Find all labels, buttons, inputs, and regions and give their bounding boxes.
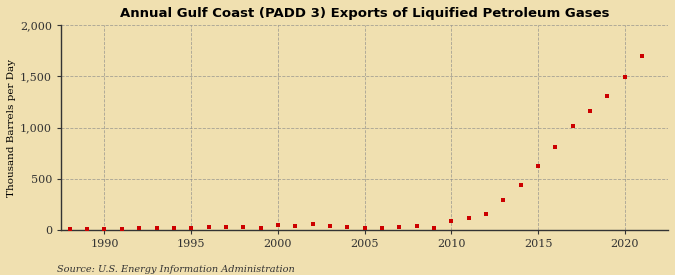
Point [498, 197, 509, 202]
Point [411, 224, 422, 228]
Point [585, 108, 595, 113]
Point [515, 183, 526, 187]
Point [342, 224, 352, 229]
Point [99, 226, 110, 231]
Point [533, 164, 543, 168]
Point [394, 225, 405, 229]
Point [446, 218, 457, 223]
Title: Annual Gulf Coast (PADD 3) Exports of Liquified Petroleum Gases: Annual Gulf Coast (PADD 3) Exports of Li… [120, 7, 610, 20]
Point [116, 227, 127, 231]
Point [221, 224, 232, 229]
Point [169, 226, 180, 230]
Y-axis label: Thousand Barrels per Day: Thousand Barrels per Day [7, 59, 16, 197]
Point [307, 222, 318, 226]
Point [134, 226, 144, 230]
Point [82, 227, 92, 231]
Text: Source: U.S. Energy Information Administration: Source: U.S. Energy Information Administ… [57, 265, 295, 274]
Point [377, 226, 387, 230]
Point [619, 75, 630, 80]
Point [151, 226, 162, 230]
Point [359, 226, 370, 230]
Point [429, 226, 439, 230]
Point [186, 225, 196, 230]
Point [325, 224, 335, 229]
Point [463, 216, 474, 220]
Point [203, 225, 214, 229]
Point [290, 224, 300, 228]
Point [602, 94, 613, 98]
Point [64, 227, 75, 231]
Point [255, 225, 266, 230]
Point [550, 145, 561, 149]
Point [567, 124, 578, 128]
Point [637, 54, 647, 58]
Point [481, 212, 491, 216]
Point [273, 223, 284, 227]
Point [238, 225, 248, 229]
